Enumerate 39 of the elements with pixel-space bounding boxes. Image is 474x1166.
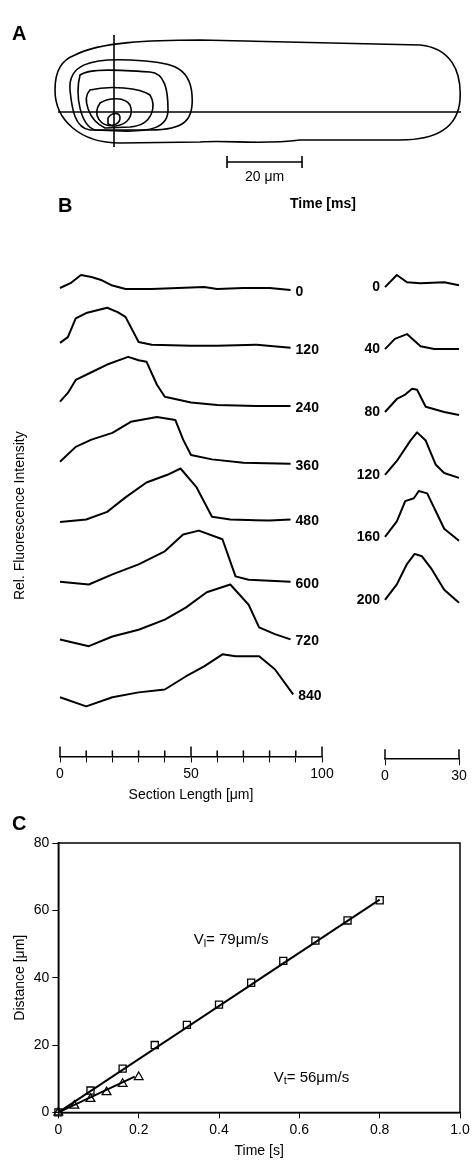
x-tick-label: 0.8 <box>369 1120 390 1137</box>
series-label: 120 <box>356 465 381 482</box>
x-tick-label: 30 <box>451 767 467 784</box>
x-tick-label: 100 <box>310 764 334 781</box>
x-tick-label: 50 <box>183 764 199 781</box>
x-tick-label: 0.2 <box>128 1120 149 1137</box>
chart-title: C <box>12 812 27 835</box>
x-tick-label: 1.0 <box>450 1120 470 1137</box>
series-label: 840 <box>298 687 322 704</box>
text: 20 μm <box>245 168 285 184</box>
series-label: 0 <box>372 277 381 294</box>
y-tick-label: 0 <box>41 1103 50 1120</box>
series-label: 0 <box>295 282 304 299</box>
series-label: 80 <box>364 402 381 419</box>
series-label: 600 <box>295 574 320 591</box>
x-tick-label: 0.6 <box>289 1120 310 1137</box>
legend-title: Time [ms] <box>290 195 356 211</box>
series-label: 480 <box>295 512 320 529</box>
x-axis-title: Time [s] <box>234 1142 284 1159</box>
x-tick-label: 0 <box>56 764 65 781</box>
series-label: 40 <box>364 339 381 356</box>
x-tick-label: 0.4 <box>209 1120 229 1137</box>
series-label: 240 <box>295 398 320 415</box>
series-label: 720 <box>295 632 320 649</box>
series-label: 160 <box>356 527 381 544</box>
x-tick-label: 0 <box>54 1120 63 1137</box>
y-tick-label: 40 <box>33 968 50 985</box>
x-axis-title: Section Length [μm] <box>128 786 254 803</box>
y-tick-label: 60 <box>33 901 50 918</box>
x-tick-label: 0 <box>381 767 390 784</box>
y-tick-label: 20 <box>33 1035 50 1052</box>
y-axis-title: Distance [μm] <box>11 934 28 1021</box>
y-tick-label: 80 <box>33 833 50 850</box>
series-label: 120 <box>295 340 320 357</box>
text: A <box>12 22 27 45</box>
series-label: 200 <box>356 590 381 607</box>
y-axis-title: Rel. Fluorescence Intensity <box>11 431 28 601</box>
chart-title: B <box>58 194 73 217</box>
series-label: 360 <box>295 456 320 473</box>
